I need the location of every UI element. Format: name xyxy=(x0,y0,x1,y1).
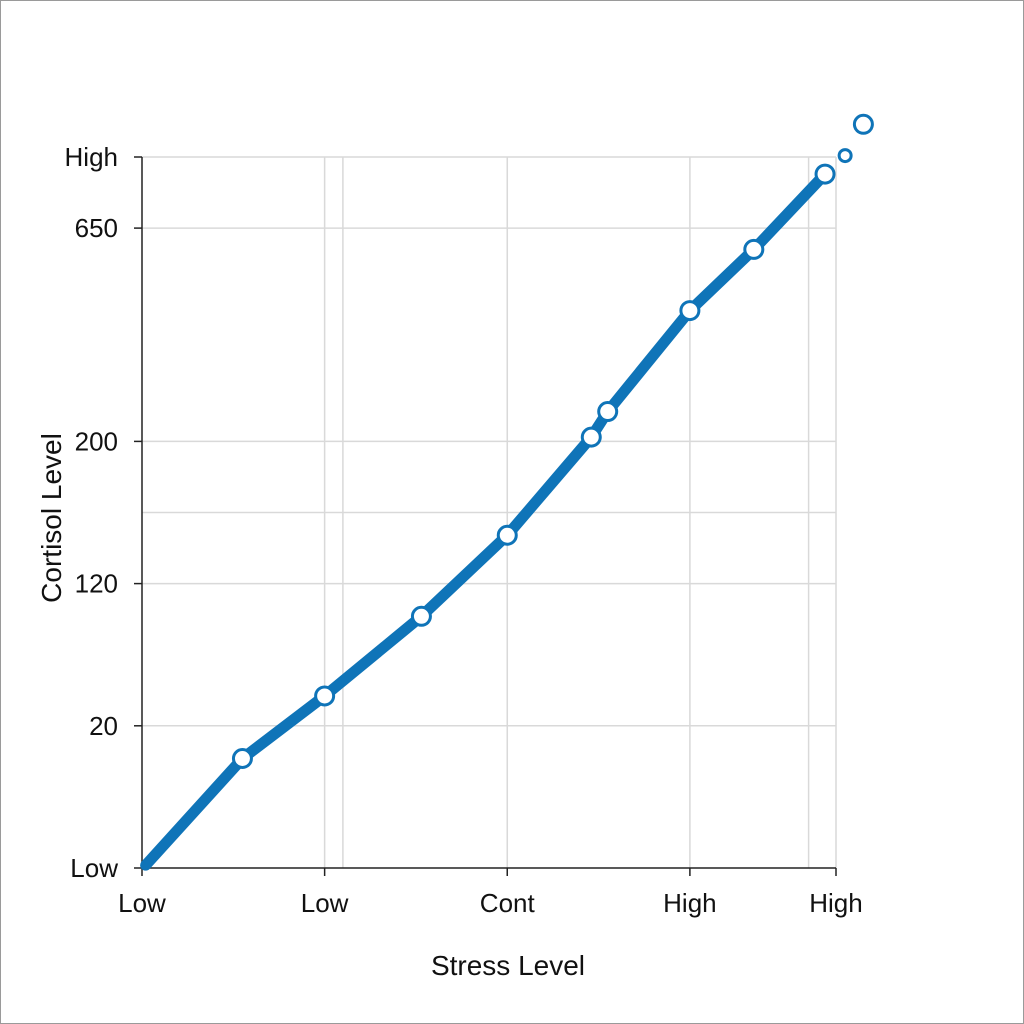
data-point-layer xyxy=(231,113,874,770)
data-point xyxy=(743,238,765,260)
data-point xyxy=(496,524,518,546)
y-tick-label: 20 xyxy=(89,711,118,741)
series-line xyxy=(140,168,831,871)
x-tick-label: Low xyxy=(301,888,349,918)
series-line-layer xyxy=(140,168,831,871)
y-tick-label: 120 xyxy=(75,569,118,599)
data-point xyxy=(597,401,619,423)
data-point xyxy=(814,163,836,185)
y-tick-label: 200 xyxy=(75,426,118,456)
data-point xyxy=(314,685,336,707)
x-tick-label: High xyxy=(663,888,716,918)
y-axis-title: Cortisol Level xyxy=(36,433,67,603)
data-point xyxy=(679,300,701,322)
outlier-point xyxy=(852,113,874,135)
y-tick-label: Low xyxy=(70,853,118,883)
data-point xyxy=(231,748,253,770)
x-tick-label: Low xyxy=(118,888,166,918)
x-tick-label: High xyxy=(809,888,862,918)
grid xyxy=(142,156,837,868)
data-point xyxy=(580,426,602,448)
axes xyxy=(134,156,837,876)
x-axis-title: Stress Level xyxy=(431,950,585,981)
y-tick-label: 650 xyxy=(75,213,118,243)
outlier-point xyxy=(837,148,853,164)
data-point xyxy=(410,605,432,627)
x-tick-label: Cont xyxy=(480,888,536,918)
y-tick-label: High xyxy=(65,142,118,172)
